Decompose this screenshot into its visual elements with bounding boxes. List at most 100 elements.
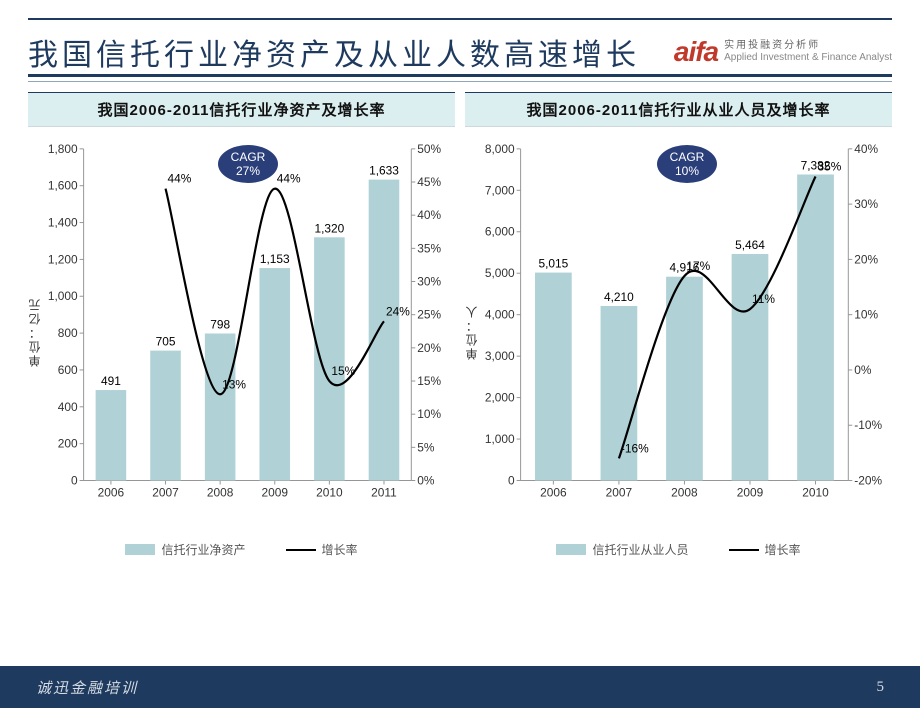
svg-text:30%: 30%	[854, 197, 878, 211]
page-title: 我国信托行业净资产及从业人数高速增长	[28, 30, 674, 74]
svg-text:7,000: 7,000	[485, 183, 515, 197]
charts-row: 我国2006-2011信托行业净资产及增长率 单位：亿元 02004006008…	[0, 82, 920, 558]
svg-text:-16%: -16%	[621, 441, 649, 455]
legend-bar-label: 信托行业净资产	[161, 541, 245, 558]
svg-text:5,000: 5,000	[485, 266, 515, 280]
svg-text:35%: 35%	[818, 160, 842, 174]
legend-line: 增长率	[286, 541, 358, 558]
svg-text:5%: 5%	[417, 440, 435, 454]
page-number: 5	[877, 679, 885, 696]
svg-text:17%: 17%	[686, 259, 710, 273]
chart-right-body: 单位：人 01,0002,0003,0004,0005,0006,0007,00…	[465, 127, 892, 537]
logo-mark: aifa	[674, 36, 718, 68]
chart-right-title: 我国2006-2011信托行业从业人员及增长率	[465, 92, 892, 127]
svg-text:2006: 2006	[540, 485, 567, 499]
svg-text:4,000: 4,000	[485, 308, 515, 322]
svg-text:10%: 10%	[854, 308, 878, 322]
svg-text:20%: 20%	[854, 252, 878, 266]
svg-text:200: 200	[58, 437, 78, 451]
svg-text:491: 491	[101, 374, 121, 388]
cagr-value: 27%	[228, 164, 268, 178]
svg-text:11%: 11%	[752, 292, 775, 306]
svg-text:0: 0	[71, 473, 78, 487]
svg-text:798: 798	[210, 318, 230, 332]
svg-text:800: 800	[58, 326, 78, 340]
svg-text:40%: 40%	[854, 142, 878, 156]
cagr-label: CAGR	[228, 150, 268, 164]
legend-line-swatch	[729, 549, 759, 551]
svg-text:705: 705	[156, 335, 176, 349]
cagr-badge-left: CAGR 27%	[218, 145, 278, 183]
logo-en: Applied Investment & Finance Analyst	[724, 52, 892, 64]
legend-line-label: 增长率	[765, 541, 801, 558]
logo: aifa 实用投融资分析师 Applied Investment & Finan…	[674, 36, 892, 68]
svg-text:0%: 0%	[417, 473, 435, 487]
logo-text: 实用投融资分析师 Applied Investment & Finance An…	[724, 40, 892, 64]
cagr-label: CAGR	[667, 150, 707, 164]
svg-text:2008: 2008	[207, 485, 234, 499]
chart-left-title: 我国2006-2011信托行业净资产及增长率	[28, 92, 455, 127]
svg-text:35%: 35%	[417, 241, 441, 255]
cagr-badge-right: CAGR 10%	[657, 145, 717, 183]
svg-text:400: 400	[58, 400, 78, 414]
svg-text:2009: 2009	[737, 485, 764, 499]
footer: 诚迅金融培训 5	[0, 666, 920, 708]
svg-text:4,210: 4,210	[604, 290, 634, 304]
chart-left-body: 单位：亿元 02004006008001,0001,2001,4001,6001…	[28, 127, 455, 537]
chart-right-legend: 信托行业从业人员 增长率	[465, 537, 892, 558]
legend-bar: 信托行业净资产	[125, 541, 245, 558]
legend-bar-swatch	[125, 544, 155, 555]
svg-text:2010: 2010	[802, 485, 829, 499]
legend-bar-label: 信托行业从业人员	[592, 541, 688, 558]
logo-cn: 实用投融资分析师	[724, 40, 892, 52]
svg-text:600: 600	[58, 363, 78, 377]
legend-line-swatch	[286, 549, 316, 551]
svg-text:2,000: 2,000	[485, 391, 515, 405]
svg-text:0: 0	[508, 473, 515, 487]
svg-text:8,000: 8,000	[485, 142, 515, 156]
svg-text:5,464: 5,464	[735, 238, 765, 252]
svg-text:13%: 13%	[222, 377, 246, 391]
title-row: 我国信托行业净资产及从业人数高速增长 aifa 实用投融资分析师 Applied…	[0, 20, 920, 74]
svg-text:1,000: 1,000	[48, 289, 78, 303]
svg-text:10%: 10%	[417, 407, 441, 421]
legend-line-label: 增长率	[322, 541, 358, 558]
svg-text:24%: 24%	[386, 304, 410, 318]
cagr-value: 10%	[667, 164, 707, 178]
svg-text:2011: 2011	[371, 485, 397, 499]
svg-text:1,153: 1,153	[260, 252, 290, 266]
svg-text:1,633: 1,633	[369, 164, 399, 178]
svg-text:25%: 25%	[417, 308, 441, 322]
svg-text:3,000: 3,000	[485, 349, 515, 363]
svg-text:1,400: 1,400	[48, 216, 78, 230]
chart-right: 我国2006-2011信托行业从业人员及增长率 单位：人 01,0002,000…	[465, 92, 892, 558]
svg-text:2006: 2006	[98, 485, 125, 499]
svg-text:15%: 15%	[417, 374, 441, 388]
svg-text:5,015: 5,015	[538, 257, 568, 271]
chart-right-plot: 01,0002,0003,0004,0005,0006,0007,0008,00…	[465, 127, 892, 504]
svg-text:2010: 2010	[316, 485, 343, 499]
title-underline	[28, 74, 892, 77]
legend-bar: 信托行业从业人员	[556, 541, 688, 558]
svg-text:40%: 40%	[417, 208, 441, 222]
legend-line: 增长率	[729, 541, 801, 558]
svg-text:45%: 45%	[417, 175, 441, 189]
svg-text:15%: 15%	[331, 364, 355, 378]
svg-text:30%: 30%	[417, 274, 441, 288]
svg-text:1,320: 1,320	[314, 221, 344, 235]
svg-text:2009: 2009	[262, 485, 289, 499]
footer-text: 诚迅金融培训	[36, 677, 138, 698]
svg-text:1,200: 1,200	[48, 252, 78, 266]
svg-text:44%: 44%	[277, 172, 301, 186]
chart-left-legend: 信托行业净资产 增长率	[28, 537, 455, 558]
svg-text:1,000: 1,000	[485, 432, 515, 446]
svg-text:44%: 44%	[168, 172, 192, 186]
svg-text:1,800: 1,800	[48, 142, 78, 156]
svg-text:1,600: 1,600	[48, 179, 78, 193]
legend-bar-swatch	[556, 544, 586, 555]
svg-text:2007: 2007	[606, 485, 633, 499]
svg-text:-20%: -20%	[854, 473, 882, 487]
svg-text:20%: 20%	[417, 341, 441, 355]
svg-text:2008: 2008	[671, 485, 698, 499]
svg-text:-10%: -10%	[854, 418, 882, 432]
